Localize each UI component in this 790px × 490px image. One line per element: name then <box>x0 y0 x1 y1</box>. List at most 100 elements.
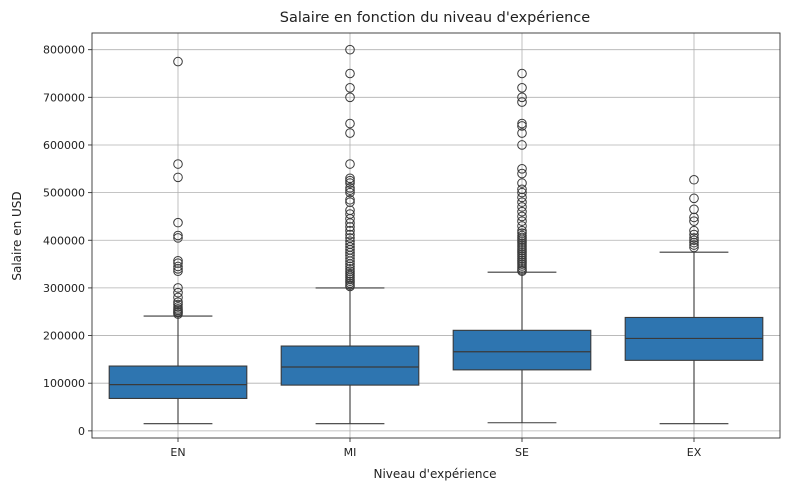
y-tick-label: 200000 <box>43 330 85 343</box>
outlier-point <box>345 44 355 55</box>
outlier-point <box>517 163 527 174</box>
outlier-point <box>345 187 355 198</box>
outlier-point <box>517 228 527 238</box>
outlier-point <box>173 159 183 169</box>
y-tick-label: 500000 <box>43 187 85 200</box>
outlier-point <box>345 82 355 93</box>
outlier-point <box>517 187 527 198</box>
outlier-point <box>173 172 183 183</box>
outlier-point <box>689 229 699 240</box>
outlier-point <box>173 233 183 243</box>
y-axis-label: Salaire en USD <box>10 191 24 280</box>
box-body <box>280 345 420 386</box>
outlier-point <box>173 261 183 272</box>
outlier-point <box>345 118 355 129</box>
outlier-point <box>517 202 527 212</box>
outlier-point <box>517 230 527 241</box>
outlier-point <box>345 128 355 138</box>
outlier-point <box>345 183 355 193</box>
outlier-point <box>689 242 699 253</box>
outlier-point <box>173 299 183 310</box>
outlier-point <box>517 128 527 138</box>
outlier-point <box>345 209 355 219</box>
outlier-point <box>173 255 183 266</box>
box-en <box>108 56 248 425</box>
outlier-point <box>345 175 355 186</box>
chart-title: Salaire en fonction du niveau d'expérien… <box>280 10 590 26</box>
outlier-point <box>345 159 355 169</box>
outlier-point <box>689 225 699 236</box>
outlier-point <box>517 140 527 150</box>
outlier-point <box>345 185 355 196</box>
outlier-point <box>173 287 183 298</box>
outlier-point <box>517 197 527 207</box>
y-axis: 0 100000 200000 300000 400000 500000 600000 700… <box>43 44 92 438</box>
x-tick-label: MI <box>344 446 357 459</box>
outlier-point <box>689 216 699 227</box>
y-tick-label: 300000 <box>43 282 85 295</box>
outlier-point <box>517 97 527 107</box>
x-tick-label: EN <box>170 446 185 459</box>
outlier-point <box>173 292 183 303</box>
plot-frame <box>91 32 781 439</box>
outlier-point <box>689 193 699 204</box>
boxes <box>108 44 764 425</box>
x-axis: EN MI SE EX <box>170 438 702 459</box>
outlier-point <box>345 236 355 247</box>
outlier-point <box>517 168 527 179</box>
outlier-point <box>173 283 183 293</box>
outlier-point <box>517 68 527 79</box>
outlier-point <box>345 239 355 249</box>
outlier-point <box>345 178 355 188</box>
outlier-point <box>689 240 699 250</box>
box-mi <box>280 44 420 425</box>
outlier-point <box>517 206 527 217</box>
outlier-point <box>345 233 355 243</box>
box-se <box>452 68 592 424</box>
outlier-point <box>517 92 527 103</box>
outlier-point <box>517 184 527 195</box>
outlier-point <box>345 264 355 274</box>
x-tick-label: SE <box>515 446 529 459</box>
outlier-point <box>345 222 355 232</box>
outlier-point <box>345 268 355 279</box>
x-axis-label: Niveau d'expérience <box>374 467 497 481</box>
box-ex <box>624 174 764 425</box>
outlier-point <box>517 211 527 222</box>
outlier-point <box>173 217 183 228</box>
outlier-point <box>173 297 183 308</box>
outlier-point <box>345 205 355 216</box>
outlier-point <box>173 258 183 268</box>
outlier-point <box>517 216 527 227</box>
outlier-point <box>345 194 355 205</box>
x-tick-label: EX <box>687 446 702 459</box>
outlier-point <box>517 221 527 231</box>
outlier-point <box>345 68 355 79</box>
outlier-point <box>173 302 183 312</box>
y-tick-label: 600000 <box>43 139 85 152</box>
outlier-point <box>345 173 355 184</box>
y-tick-label: 100000 <box>43 377 85 390</box>
outlier-point <box>517 118 527 129</box>
outlier-point <box>345 229 355 240</box>
outlier-point <box>345 225 355 236</box>
outlier-point <box>345 266 355 277</box>
outlier-point <box>689 174 699 185</box>
outlier-point <box>689 204 699 215</box>
outlier-point <box>689 235 699 246</box>
outlier-point <box>345 197 355 207</box>
outlier-point <box>517 121 527 131</box>
y-tick-label: 800000 <box>43 44 85 57</box>
outlier-point <box>517 82 527 93</box>
box-body <box>452 329 592 371</box>
outlier-point <box>517 178 527 188</box>
outlier-point <box>517 225 527 236</box>
box-body <box>108 365 248 400</box>
y-tick-label: 400000 <box>43 234 85 247</box>
outlier-point <box>173 230 183 241</box>
outlier-point <box>689 233 699 243</box>
y-tick-label: 700000 <box>43 91 85 104</box>
y-tick-label: 0 <box>78 425 85 438</box>
outlier-point <box>345 92 355 103</box>
